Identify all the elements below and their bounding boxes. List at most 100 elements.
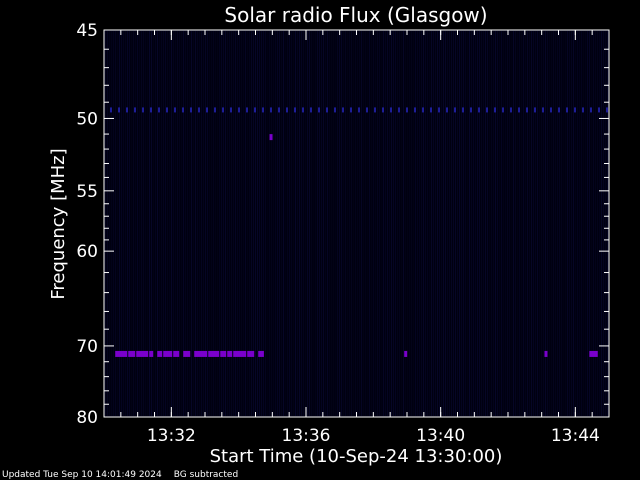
noise-stripe bbox=[107, 31, 108, 416]
noise-stripe bbox=[263, 31, 264, 416]
noise-stripe bbox=[179, 31, 180, 416]
noise-stripe bbox=[385, 31, 386, 416]
noise-stripe bbox=[337, 31, 338, 416]
emission-spot bbox=[269, 134, 273, 141]
noise-stripe bbox=[197, 31, 198, 416]
noise-stripe bbox=[499, 31, 500, 416]
emission-dot bbox=[534, 107, 536, 113]
emission-dot bbox=[254, 107, 256, 113]
noise-stripe bbox=[219, 31, 220, 416]
noise-stripe bbox=[265, 31, 266, 416]
noise-stripe bbox=[377, 31, 378, 416]
noise-stripe bbox=[425, 31, 426, 416]
emission-dot bbox=[190, 107, 192, 113]
emission-dot bbox=[126, 107, 128, 113]
noise-stripe bbox=[543, 31, 544, 416]
emission-dot bbox=[558, 107, 560, 113]
noise-stripe bbox=[121, 31, 122, 416]
noise-stripe bbox=[177, 31, 178, 416]
emission-dot bbox=[158, 107, 160, 113]
emission-dot bbox=[318, 107, 320, 113]
noise-stripe bbox=[291, 31, 292, 416]
noise-stripe bbox=[445, 31, 446, 416]
noise-stripe bbox=[523, 31, 524, 416]
noise-stripe bbox=[267, 31, 268, 416]
emission-band-segment bbox=[136, 350, 149, 357]
emission-band-segment bbox=[227, 350, 233, 357]
noise-stripe bbox=[215, 31, 216, 416]
emission-dot bbox=[222, 107, 224, 113]
noise-stripe bbox=[551, 31, 552, 416]
x-tick-label: 13:40 bbox=[416, 426, 465, 446]
noise-stripe bbox=[123, 31, 124, 416]
noise-stripe bbox=[163, 31, 164, 416]
noise-stripe bbox=[311, 31, 312, 416]
noise-stripe bbox=[447, 31, 448, 416]
noise-stripe bbox=[273, 31, 274, 416]
noise-stripe bbox=[503, 31, 504, 416]
noise-stripe bbox=[481, 31, 482, 416]
noise-stripe bbox=[501, 31, 502, 416]
noise-stripe bbox=[355, 31, 356, 416]
noise-stripe bbox=[605, 31, 606, 416]
emission-dot bbox=[246, 107, 248, 113]
noise-stripe bbox=[245, 31, 246, 416]
noise-stripe bbox=[221, 31, 222, 416]
noise-stripe bbox=[299, 31, 300, 416]
noise-stripe bbox=[555, 31, 556, 416]
emission-dot bbox=[454, 107, 456, 113]
noise-stripe bbox=[359, 31, 360, 416]
footer-updated: Updated Tue Sep 10 14:01:49 2024 bbox=[2, 470, 162, 480]
emission-dot bbox=[486, 107, 488, 113]
axis-ticks: 13:32 13:36 13:40 13:44 45 50 55 60 70 80 bbox=[76, 21, 609, 446]
noise-stripe bbox=[325, 31, 326, 416]
noise-stripe bbox=[581, 31, 582, 416]
noise-stripe bbox=[125, 31, 126, 416]
emission-dot bbox=[206, 107, 208, 113]
noise-stripe bbox=[201, 31, 202, 416]
noise-stripe bbox=[285, 31, 286, 416]
noise-stripe bbox=[193, 31, 194, 416]
emission-dot bbox=[278, 107, 280, 113]
noise-stripe bbox=[137, 31, 138, 416]
noise-stripe bbox=[243, 31, 244, 416]
noise-stripe bbox=[251, 31, 252, 416]
noise-stripe bbox=[535, 31, 536, 416]
emission-dot bbox=[494, 107, 496, 113]
noise-stripe bbox=[539, 31, 540, 416]
noise-stripe bbox=[279, 31, 280, 416]
noise-stripe bbox=[455, 31, 456, 416]
noise-stripe bbox=[187, 31, 188, 416]
noise-stripe bbox=[241, 31, 242, 416]
noise-stripe bbox=[381, 31, 382, 416]
noise-stripe bbox=[295, 31, 296, 416]
emission-band-segment bbox=[183, 350, 191, 357]
noise-stripe bbox=[223, 31, 224, 416]
emission-dot bbox=[478, 107, 480, 113]
noise-stripe bbox=[365, 31, 366, 416]
emission-spot bbox=[589, 350, 598, 357]
noise-stripe bbox=[287, 31, 288, 416]
noise-stripe bbox=[319, 31, 320, 416]
x-tick-label: 13:32 bbox=[147, 426, 196, 446]
noise-stripe bbox=[593, 31, 594, 416]
noise-stripe bbox=[583, 31, 584, 416]
noise-stripe bbox=[313, 31, 314, 416]
noise-stripe bbox=[371, 31, 372, 416]
noise-stripe bbox=[475, 31, 476, 416]
noise-stripe bbox=[531, 31, 532, 416]
noise-stripe bbox=[375, 31, 376, 416]
noise-stripe bbox=[369, 31, 370, 416]
noise-stripe bbox=[143, 31, 144, 416]
noise-stripe bbox=[153, 31, 154, 416]
noise-stripe bbox=[607, 31, 608, 416]
emission-dot bbox=[110, 107, 112, 113]
noise-stripe bbox=[511, 31, 512, 416]
noise-stripe bbox=[261, 31, 262, 416]
noise-stripe bbox=[361, 31, 362, 416]
noise-stripe bbox=[549, 31, 550, 416]
noise-stripe bbox=[451, 31, 452, 416]
emission-dot bbox=[582, 107, 584, 113]
noise-stripe bbox=[473, 31, 474, 416]
noise-stripe bbox=[339, 31, 340, 416]
